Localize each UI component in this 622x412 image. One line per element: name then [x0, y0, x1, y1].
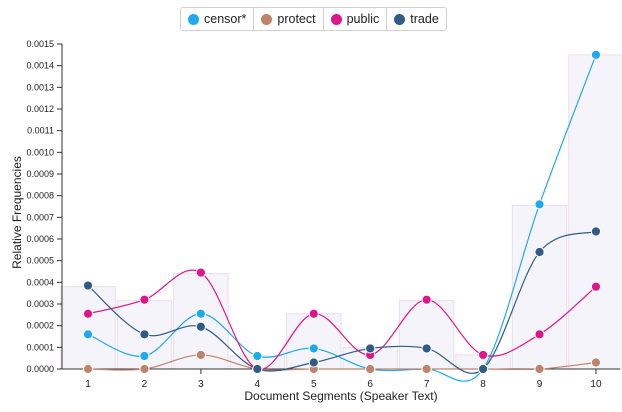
legend-item-public[interactable]: public: [324, 8, 388, 30]
y-tick-label: 0.0002: [26, 321, 54, 331]
legend-item-censor[interactable]: censor*: [181, 8, 255, 30]
y-tick-label: 0.0014: [26, 61, 54, 71]
data-point-trade-6: [365, 343, 376, 354]
data-point-public-7: [421, 294, 432, 305]
data-point-public-9: [534, 329, 545, 340]
x-tick-label: 1: [85, 379, 91, 390]
data-point-protect-9: [534, 363, 545, 375]
legend: censor* protect public trade: [180, 7, 447, 31]
y-tick-label: 0.0006: [26, 234, 54, 244]
x-tick-label: 2: [142, 379, 148, 390]
x-tick-label: 9: [537, 379, 543, 390]
legend-swatch: [188, 13, 199, 25]
data-point-trade-7: [421, 343, 432, 354]
x-tick-label: 7: [424, 379, 430, 390]
data-point-protect-2: [139, 363, 150, 375]
x-tick-label: 8: [480, 379, 486, 390]
series-line-trade: [87, 230, 597, 374]
y-tick-label: 0.0012: [26, 104, 54, 114]
data-point-trade-2: [139, 329, 150, 340]
data-point-censor-2: [139, 350, 150, 362]
data-point-trade-9: [534, 246, 545, 258]
legend-label: trade: [410, 12, 439, 26]
data-point-protect-3: [195, 349, 206, 361]
y-tick-label: 0.0010: [26, 147, 54, 157]
data-point-public-10: [590, 281, 602, 292]
y-tick-label: 0.0015: [26, 39, 54, 49]
series-line-public: [87, 269, 597, 370]
y-tick-label: 0.0008: [26, 191, 54, 201]
data-point-trade-5: [308, 357, 319, 368]
legend-swatch: [261, 13, 273, 25]
x-tick-label: 10: [590, 379, 602, 390]
x-axis-label: Document Segments (Speaker Text): [244, 389, 437, 403]
series-line-protect: [87, 354, 597, 371]
data-point-public-1: [82, 308, 94, 319]
data-point-trade-8: [477, 363, 489, 375]
legend-label: protect: [277, 12, 316, 26]
data-point-censor-1: [82, 329, 94, 340]
legend-item-protect[interactable]: protect: [254, 8, 324, 30]
data-point-trade-3: [195, 321, 206, 332]
data-point-public-8: [477, 349, 489, 361]
y-tick-label: 0.0005: [26, 256, 54, 266]
data-point-protect-10: [590, 357, 602, 368]
data-point-trade-4: [252, 363, 263, 375]
data-point-censor-3: [195, 308, 206, 319]
background-bar-1: [60, 286, 116, 370]
data-point-protect-1: [82, 363, 94, 375]
data-point-public-3: [195, 267, 206, 278]
y-axis-label: Relative Frequencies: [10, 156, 24, 269]
y-tick-label: 0.0011: [27, 126, 54, 136]
y-tick-label: 0.0001: [26, 342, 54, 352]
data-point-censor-9: [534, 199, 545, 210]
legend-label: public: [346, 12, 380, 26]
data-point-public-5: [308, 308, 319, 319]
data-point-trade-10: [590, 226, 602, 237]
x-tick-label: 5: [311, 379, 317, 390]
x-tick-label: 4: [255, 379, 261, 390]
data-point-trade-1: [82, 280, 94, 291]
data-point-public-2: [139, 294, 150, 305]
legend-swatch: [394, 13, 406, 25]
data-point-censor-4: [252, 350, 263, 362]
background-bar-9: [511, 204, 568, 370]
x-tick-label: 6: [367, 379, 373, 390]
data-point-censor-5: [308, 343, 319, 354]
background-bar-10: [568, 54, 622, 370]
legend-item-trade[interactable]: trade: [387, 8, 446, 30]
y-tick-label: 0.0009: [26, 169, 54, 179]
y-tick-label: 0.0000: [26, 364, 54, 374]
data-point-censor-10: [590, 49, 602, 60]
y-tick-label: 0.0013: [26, 82, 54, 92]
y-tick-label: 0.0004: [26, 277, 54, 287]
data-point-protect-6: [365, 363, 376, 375]
y-tick-label: 0.0003: [26, 299, 54, 309]
x-tick-label: 3: [198, 379, 204, 390]
legend-label: censor*: [204, 12, 247, 26]
legend-swatch: [330, 13, 342, 25]
data-point-protect-7: [421, 363, 432, 375]
y-tick-label: 0.0007: [26, 212, 54, 222]
